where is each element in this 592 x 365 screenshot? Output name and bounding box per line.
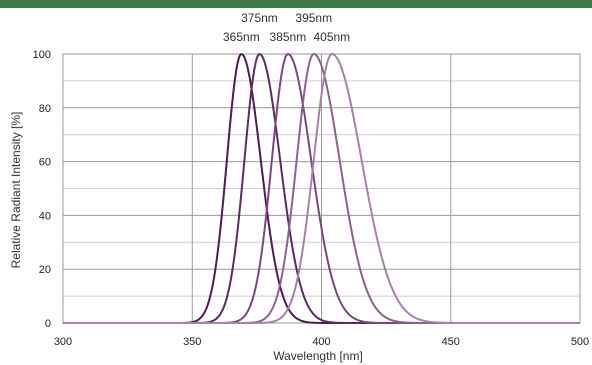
grid: [62, 53, 581, 324]
x-tick-label: 400: [312, 336, 330, 348]
y-tick-label: 80: [39, 103, 51, 115]
tick-labels: 300 350 400 450 500 0 20 40 60 80 100: [33, 49, 590, 348]
y-axis-title: Relative Radiant Intensity [%]: [9, 112, 23, 269]
y-tick-label: 40: [39, 210, 51, 222]
x-tick-label: 500: [571, 336, 589, 348]
peak-label: 375nm: [241, 11, 278, 25]
peak-label: 365nm: [223, 30, 260, 44]
y-tick-label: 60: [39, 157, 51, 169]
peak-label: 395nm: [295, 11, 332, 25]
y-tick-label: 20: [39, 264, 51, 276]
peak-label: 385nm: [270, 30, 307, 44]
y-tick-label: 100: [33, 49, 51, 61]
series-line-405nm: [63, 53, 580, 324]
x-axis-title: Wavelength [nm]: [273, 349, 363, 363]
x-tick-label: 350: [183, 336, 201, 348]
peak-labels: 375nm 395nm 365nm 385nm 405nm: [223, 11, 350, 44]
header-bar: [0, 0, 592, 8]
peak-label: 405nm: [313, 30, 350, 44]
y-tick-label: 0: [45, 318, 51, 330]
series-layer: [63, 53, 580, 324]
x-tick-label: 450: [442, 336, 460, 348]
x-tick-label: 300: [54, 336, 72, 348]
